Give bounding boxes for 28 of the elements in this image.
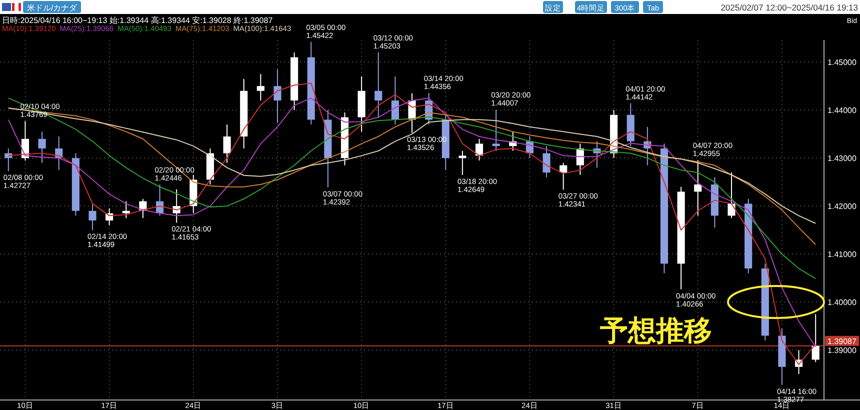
text: 2025/02/07 12:00~2025/04/16 19:13	[720, 2, 858, 12]
candlestick	[223, 124, 231, 164]
y-tick-label: 1.40000	[828, 298, 858, 308]
candlestick	[542, 146, 550, 178]
ref-line-label: 1.39087	[828, 336, 858, 346]
chart-title: 米ドル/カナダ	[27, 4, 78, 12]
candlestick	[122, 200, 130, 219]
chart-subtitle: 日時:2025/04/16 16:00~19:13 始:1.39344 高:1.39344 安:1.39028 終:1.39087	[2, 16, 274, 25]
candlestick	[458, 150, 466, 176]
y-tick-label: 1.45000	[828, 58, 858, 68]
y-tick-label: 1.42000	[828, 202, 858, 212]
candlestick	[560, 162, 568, 190]
candlestick	[694, 160, 702, 216]
y-tick-label: 1.41000	[828, 250, 858, 260]
y-tick-label: 1.44000	[828, 106, 858, 116]
candlestick	[38, 131, 46, 164]
candlestick	[812, 314, 820, 363]
y-tick-label: 1.39000	[828, 346, 858, 356]
annotation: 予想推移	[599, 315, 712, 346]
candlestick	[88, 203, 96, 231]
candlestick	[728, 172, 736, 219]
candlestick	[391, 76, 399, 125]
y-tick-label: 1.43000	[828, 154, 858, 164]
candlestick	[374, 52, 382, 118]
candlestick	[475, 138, 484, 161]
candlestick	[274, 68, 282, 124]
candlestick	[492, 109, 500, 152]
candlestick	[256, 74, 264, 101]
